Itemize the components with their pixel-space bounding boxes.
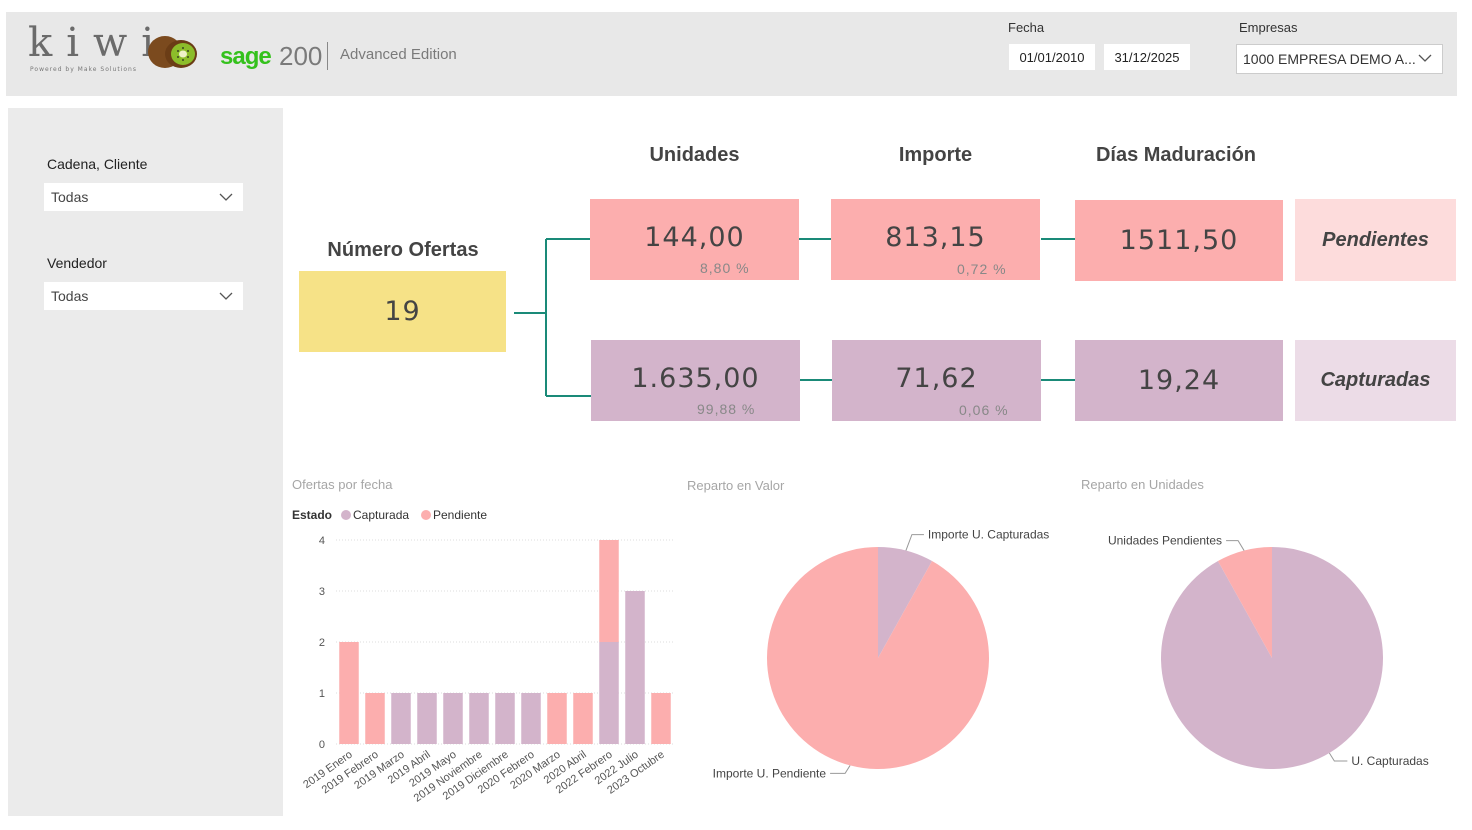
y-tick-label: 3	[319, 586, 325, 598]
pendientes-unidades-value: 144,00	[644, 222, 745, 253]
y-tick-label: 1	[319, 688, 325, 700]
capturadas-importe-value: 71,62	[895, 363, 978, 394]
capturadas-importe-pct: 0,06 %	[959, 402, 1009, 418]
capturadas-unidades-card: 1.635,00 99,88 %	[591, 340, 800, 421]
kiwi-logo: kiwi	[28, 20, 169, 66]
bar-pendiente	[573, 693, 593, 744]
chevron-down-icon	[219, 193, 233, 201]
reparto-unidades-pie: Unidades Pendientes U. Capturadas	[1108, 534, 1429, 769]
numero-ofertas-value: 19	[384, 296, 421, 327]
cadena-cliente-value: Todas	[51, 189, 89, 205]
pendientes-unidades-card: 144,00 8,80 %	[590, 199, 799, 280]
pie-slice	[767, 547, 989, 769]
empresas-label: Empresas	[1239, 20, 1298, 35]
header-bar	[6, 12, 1457, 96]
filter-panel	[8, 108, 283, 816]
y-tick-label: 2	[319, 637, 325, 649]
vendedor-value: Todas	[51, 288, 89, 304]
reparto-valor-pie: Importe U. Capturadas Importe U. Pendient…	[713, 528, 1050, 781]
empresas-value: 1000 EMPRESA DEMO A...	[1243, 51, 1416, 67]
bar-pendiente	[599, 540, 619, 642]
sage-version: 200	[279, 41, 323, 71]
chevron-down-icon	[219, 292, 233, 300]
pendientes-label: Pendientes	[1322, 228, 1429, 251]
legend-title: Estado	[292, 508, 332, 522]
bar-capturada	[599, 642, 619, 744]
pie-label-pendiente: Importe U. Pendiente	[713, 766, 827, 780]
bar-capturada	[443, 693, 463, 744]
capturadas-tag: Capturadas	[1295, 340, 1456, 421]
numero-ofertas-card: 19	[299, 271, 506, 352]
bar-chart-title: Ofertas por fecha	[292, 477, 393, 492]
bar-capturada	[391, 693, 411, 744]
bar-capturada	[495, 693, 515, 744]
pie-slice	[1217, 547, 1272, 658]
pie-slice	[878, 547, 933, 658]
bar-capturada	[417, 693, 437, 744]
capturadas-dias-card: 19,24	[1075, 340, 1283, 421]
vendedor-label: Vendedor	[47, 255, 107, 271]
pendientes-dias-card: 1511,50	[1075, 200, 1283, 281]
vendedor-dropdown[interactable]: Todas	[44, 282, 243, 310]
legend-label-capturada: Capturada	[353, 508, 409, 522]
bar-pendiente	[339, 642, 359, 744]
pie-leader-line	[830, 765, 851, 774]
col-header-importe: Importe	[898, 144, 973, 166]
date-from-input[interactable]: 01/01/2010	[1009, 44, 1095, 70]
pie-valor-title: Reparto en Valor	[687, 478, 785, 493]
fecha-label: Fecha	[1008, 20, 1045, 35]
header-divider	[327, 42, 328, 70]
capturadas-importe-card: 71,62 0,06 %	[832, 340, 1041, 421]
pie-leader-line	[905, 534, 924, 551]
legend-marker-pendiente	[421, 510, 431, 520]
y-tick-label: 0	[319, 739, 325, 751]
pie-leader-line	[1328, 752, 1348, 762]
pendientes-tag: Pendientes	[1295, 199, 1456, 281]
sage-logo: sage	[220, 43, 272, 70]
pie-label-capturadas: U. Capturadas	[1351, 754, 1428, 768]
pie-leader-line	[1226, 540, 1245, 551]
capturadas-label: Capturadas	[1320, 369, 1431, 391]
cadena-cliente-dropdown[interactable]: Todas	[44, 183, 243, 211]
bar-capturada	[625, 591, 645, 744]
chevron-down-icon	[1418, 54, 1432, 62]
bar-pendiente	[365, 693, 385, 744]
capturadas-unidades-value: 1.635,00	[631, 363, 760, 394]
bar-pendiente	[547, 693, 567, 744]
edition-label: Advanced Edition	[340, 46, 457, 63]
pie-unidades-title: Reparto en Unidades	[1081, 477, 1204, 492]
bar-pendiente	[651, 693, 671, 744]
col-header-unidades: Unidades	[649, 144, 740, 166]
capturadas-dias-value: 19,24	[1137, 365, 1221, 396]
empresas-dropdown[interactable]: 1000 EMPRESA DEMO A...	[1236, 44, 1443, 74]
pendientes-importe-card: 813,15 0,72 %	[831, 199, 1040, 280]
cadena-cliente-label: Cadena, Cliente	[47, 156, 148, 172]
legend-label-pendiente: Pendiente	[433, 508, 487, 522]
pendientes-importe-value: 813,15	[885, 222, 986, 253]
kiwi-logo-subtitle: Powered by Make Solutions	[30, 66, 137, 73]
legend-marker-capturada	[341, 510, 351, 520]
bar-capturada	[469, 693, 489, 744]
numero-ofertas-label: Número Ofertas	[327, 239, 479, 261]
kiwi-fruit-icon	[148, 36, 197, 68]
capturadas-unidades-pct: 99,88 %	[697, 401, 756, 417]
pendientes-dias-value: 1511,50	[1119, 225, 1239, 256]
col-header-dias: Días Maduración	[1095, 144, 1257, 166]
y-tick-label: 4	[319, 535, 325, 547]
kpi-connector-lines	[514, 238, 1075, 397]
pendientes-unidades-pct: 8,80 %	[700, 260, 750, 276]
pie-label-capturadas: Importe U. Capturadas	[928, 528, 1049, 542]
pie-label-pendientes: Unidades Pendientes	[1108, 534, 1222, 548]
date-to-input[interactable]: 31/12/2025	[1104, 44, 1190, 70]
bar-capturada	[521, 693, 541, 744]
pendientes-importe-pct: 0,72 %	[957, 261, 1007, 277]
